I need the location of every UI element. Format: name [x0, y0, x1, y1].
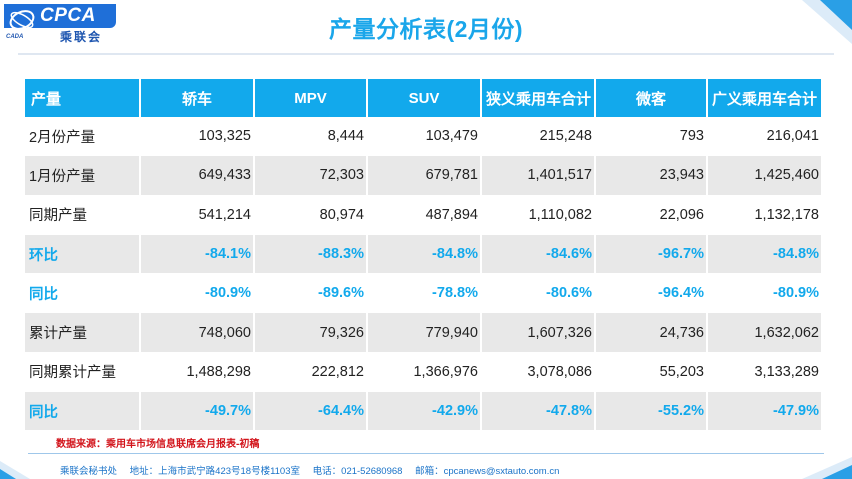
- table-row: 同比 -49.7% -64.4% -42.9% -47.8% -55.2% -4…: [25, 391, 821, 432]
- logo-text: CPCA: [40, 5, 96, 26]
- column-header: SUV: [367, 79, 482, 117]
- table-cell: -80.6%: [481, 273, 596, 314]
- row-label: 同比: [25, 273, 141, 314]
- table-cell: -84.6%: [481, 234, 596, 275]
- table-cell: -84.1%: [140, 234, 255, 275]
- table-header-row: 产量 轿车 MPV SUV 狭义乘用车合计 微客 广义乘用车合计: [25, 79, 821, 117]
- logo-tagline: CADA: [6, 34, 24, 40]
- table-cell: 215,248: [481, 117, 596, 157]
- table-row: 累计产量 748,060 79,326 779,940 1,607,326 24…: [25, 312, 821, 353]
- cpca-logo: CPCA 乘联会 CADA: [4, 4, 116, 44]
- table-cell: -64.4%: [254, 391, 368, 432]
- table-cell: 80,974: [254, 195, 368, 235]
- table-cell: 103,325: [140, 117, 255, 157]
- row-label: 1月份产量: [25, 155, 141, 196]
- logo-emblem-icon: [9, 10, 35, 30]
- table-cell: 1,401,517: [481, 155, 596, 196]
- table-cell: 679,781: [367, 155, 482, 196]
- table-cell: 1,366,976: [367, 352, 482, 393]
- table-cell: 487,894: [367, 195, 482, 235]
- table-cell: 72,303: [254, 155, 368, 196]
- table-row: 同期产量 541,214 80,974 487,894 1,110,082 22…: [25, 195, 821, 235]
- logo-subtitle: 乘联会: [60, 30, 103, 44]
- row-label: 环比: [25, 234, 141, 275]
- data-source-note: 数据来源：乘用车市场信息联席会月报表-初稿: [56, 439, 260, 450]
- table-cell: -84.8%: [707, 234, 821, 275]
- table-cell: 1,607,326: [481, 312, 596, 353]
- table-cell: 1,132,178: [707, 195, 821, 235]
- footer-office: 乘联会秘书处: [60, 466, 118, 477]
- table-cell: 793: [595, 117, 708, 157]
- column-header: 广义乘用车合计: [707, 79, 821, 117]
- table-cell: 55,203: [595, 352, 708, 393]
- table-row: 1月份产量 649,433 72,303 679,781 1,401,517 2…: [25, 155, 821, 196]
- table-cell: -88.3%: [254, 234, 368, 275]
- table-cell: -96.4%: [595, 273, 708, 314]
- table-cell: 222,812: [254, 352, 368, 393]
- table-cell: 1,110,082: [481, 195, 596, 235]
- table-cell: 24,736: [595, 312, 708, 353]
- table-cell: -49.7%: [140, 391, 255, 432]
- table-cell: -47.8%: [481, 391, 596, 432]
- footer-contact: 乘联会秘书处 地址：上海市武宁路423号18号楼1103室 电话：021-526…: [60, 463, 569, 477]
- column-header: 轿车: [140, 79, 255, 117]
- row-label: 2月份产量: [25, 117, 141, 157]
- table-cell: -42.9%: [367, 391, 482, 432]
- table-cell: 1,632,062: [707, 312, 821, 353]
- table-cell: 103,479: [367, 117, 482, 157]
- table-cell: 22,096: [595, 195, 708, 235]
- table-cell: 79,326: [254, 312, 368, 353]
- table-row: 2月份产量 103,325 8,444 103,479 215,248 793 …: [25, 117, 821, 157]
- column-header: 产量: [25, 79, 141, 117]
- row-label: 累计产量: [25, 312, 141, 353]
- corner-decoration: [802, 457, 852, 479]
- table-cell: 748,060: [140, 312, 255, 353]
- row-label: 同期累计产量: [25, 352, 141, 393]
- footer-email: 邮箱：cpcanews@sxtauto.com.cn: [415, 466, 560, 477]
- table-cell: 649,433: [140, 155, 255, 196]
- table-cell: -96.7%: [595, 234, 708, 275]
- table-cell: 779,940: [367, 312, 482, 353]
- table-cell: -80.9%: [707, 273, 821, 314]
- column-header: MPV: [254, 79, 368, 117]
- table-cell: -55.2%: [595, 391, 708, 432]
- page-title: 产量分析表(2月份): [328, 16, 524, 42]
- table-cell: -84.8%: [367, 234, 482, 275]
- table-cell: -89.6%: [254, 273, 368, 314]
- title-divider: [18, 53, 834, 55]
- table-cell: 1,425,460: [707, 155, 821, 196]
- row-label: 同期产量: [25, 195, 141, 235]
- table-row: 同比 -80.9% -89.6% -78.8% -80.6% -96.4% -8…: [25, 273, 821, 314]
- table-cell: 1,488,298: [140, 352, 255, 393]
- table-cell: -78.8%: [367, 273, 482, 314]
- table-row: 环比 -84.1% -88.3% -84.8% -84.6% -96.7% -8…: [25, 234, 821, 275]
- table-cell: 3,133,289: [707, 352, 821, 393]
- table-row: 同期累计产量 1,488,298 222,812 1,366,976 3,078…: [25, 352, 821, 393]
- corner-decoration: [802, 0, 852, 44]
- corner-decoration: [0, 461, 30, 479]
- footer-phone: 电话：021-52680968: [312, 466, 403, 477]
- table-cell: -80.9%: [140, 273, 255, 314]
- footer-divider: [28, 453, 824, 454]
- table-cell: 541,214: [140, 195, 255, 235]
- footer-address: 地址：上海市武宁路423号18号楼1103室: [129, 466, 301, 477]
- production-table: 产量 轿车 MPV SUV 狭义乘用车合计 微客 广义乘用车合计 2月份产量 1…: [25, 79, 821, 432]
- column-header: 微客: [595, 79, 708, 117]
- table-cell: 23,943: [595, 155, 708, 196]
- row-label: 同比: [25, 391, 141, 432]
- table-cell: 3,078,086: [481, 352, 596, 393]
- column-header: 狭义乘用车合计: [481, 79, 596, 117]
- table-cell: -47.9%: [707, 391, 821, 432]
- table-cell: 216,041: [707, 117, 821, 157]
- table-cell: 8,444: [254, 117, 368, 157]
